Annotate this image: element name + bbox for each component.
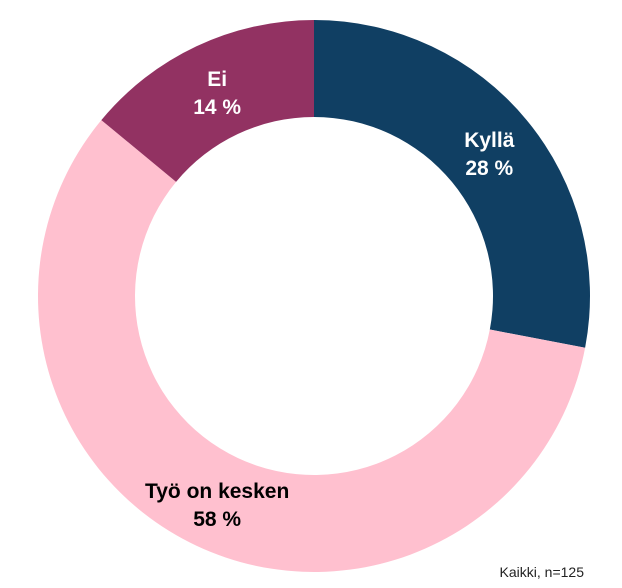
slices-group <box>37 19 591 572</box>
slice-label-0: Kyllä <box>464 129 515 152</box>
slice-0 <box>314 20 591 348</box>
slice-2 <box>101 19 314 182</box>
slice-1 <box>37 120 586 572</box>
sample-size-note: Kaikki, n=125 <box>499 564 584 580</box>
slice-label-1: Työ on kesken <box>145 480 289 503</box>
slice-value-1: 58 % <box>193 508 241 531</box>
slice-value-2: 14 % <box>193 96 241 119</box>
slice-labels-group: Kyllä 28 % Työ on kesken 58 % Ei 14 % <box>145 68 515 531</box>
slice-value-0: 28 % <box>465 157 513 180</box>
slice-label-2: Ei <box>207 68 227 91</box>
